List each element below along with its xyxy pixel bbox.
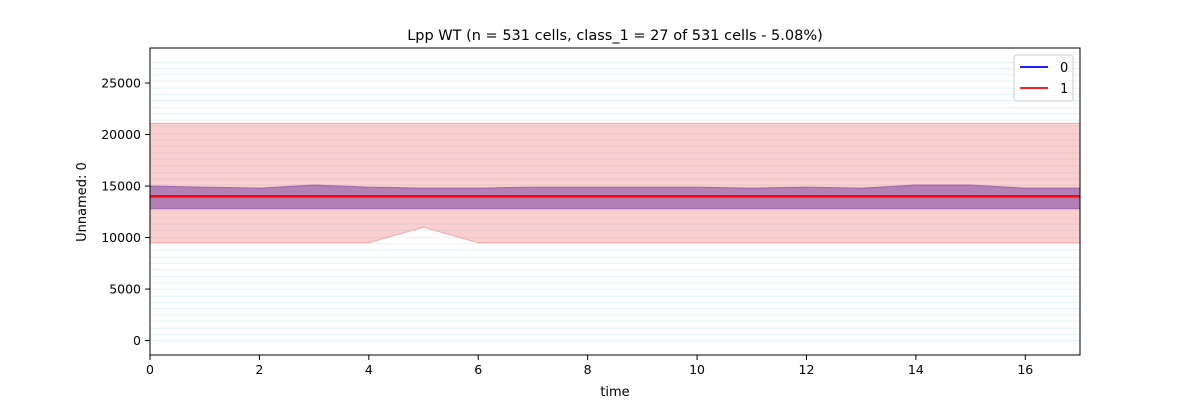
- y-tick-label-10000: 10000: [101, 230, 141, 245]
- x-tick-label-2: 2: [255, 362, 263, 377]
- y-tick-label-0: 0: [133, 333, 141, 348]
- legend-label-0: 0: [1060, 61, 1068, 76]
- x-tick-label-16: 16: [1017, 362, 1033, 377]
- y-axis-label: Unnamed: 0: [75, 162, 90, 242]
- legend: 0 1: [1013, 54, 1074, 102]
- y-tick-label-15000: 15000: [101, 179, 141, 194]
- confidence-bands: [149, 122, 1081, 244]
- x-tick-label-0: 0: [146, 362, 154, 377]
- x-axis: 0 2 4 6 8 10 12 14 16: [146, 355, 1033, 377]
- y-tick-label-5000: 5000: [109, 282, 141, 297]
- y-tick-label-25000: 25000: [101, 76, 141, 91]
- y-axis: 0 5000 10000 15000 20000 25000: [101, 76, 150, 348]
- x-tick-label-10: 10: [689, 362, 705, 377]
- plot-area: [149, 61, 1081, 342]
- chart-title: Lpp WT (n = 531 cells, class_1 = 27 of 5…: [407, 28, 823, 44]
- x-tick-label-6: 6: [474, 362, 482, 377]
- band-series-1: [149, 122, 1081, 244]
- x-tick-label-8: 8: [584, 362, 592, 377]
- legend-label-1: 1: [1060, 82, 1068, 97]
- x-tick-label-4: 4: [365, 362, 373, 377]
- plot-frame: [149, 47, 1081, 356]
- x-axis-label: time: [600, 385, 629, 400]
- x-tick-label-12: 12: [799, 362, 815, 377]
- x-tick-label-14: 14: [908, 362, 924, 377]
- y-tick-label-20000: 20000: [101, 127, 141, 142]
